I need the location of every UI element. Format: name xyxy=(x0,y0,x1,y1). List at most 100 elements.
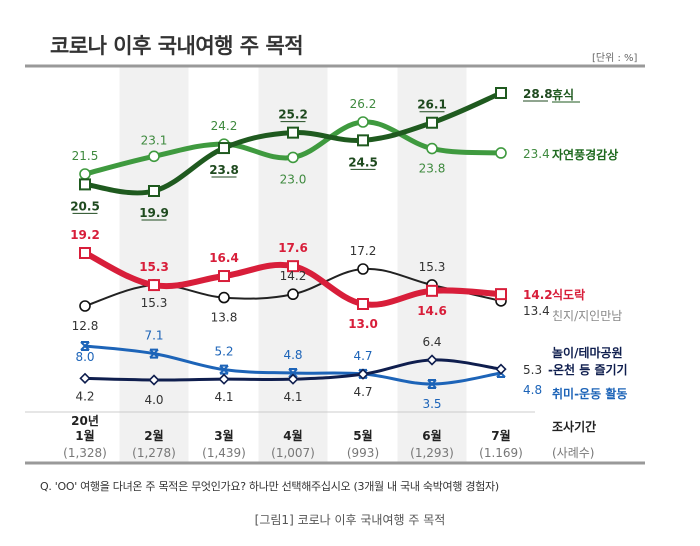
legend-item-friends: 친지/지인만남 xyxy=(552,309,622,323)
x-tick-label: 3월 xyxy=(214,428,233,443)
legend-item-nature: 자연풍경감상 xyxy=(552,147,618,162)
marker-nature xyxy=(287,151,299,164)
marker-hobby xyxy=(149,348,159,359)
x-tick-sample-size: (1,328) xyxy=(63,446,107,460)
marker-food xyxy=(79,247,91,259)
value-label-hobby: 8.0 xyxy=(75,350,94,364)
marker-nature xyxy=(79,168,91,180)
x-tick-label: 4월 xyxy=(283,428,302,443)
marker-friends xyxy=(287,288,299,301)
marker-food xyxy=(357,298,369,310)
marker-hobby xyxy=(288,368,298,379)
figure-caption: [그림1] 코로나 이후 국내여행 주 목적 xyxy=(254,513,446,527)
value-label-themepark: 5.3 xyxy=(523,363,542,377)
x-tick-label: 7월 xyxy=(491,428,510,443)
value-label-hobby: 5.2 xyxy=(214,345,233,359)
marker-hobby xyxy=(427,379,437,389)
marker-rest xyxy=(218,142,230,155)
value-label-friends: 17.2 xyxy=(350,244,377,258)
x-tick-sample-size: (1,293) xyxy=(410,446,454,460)
marker-rest xyxy=(287,126,299,139)
value-label-nature: 23.4 xyxy=(523,147,550,161)
value-label-friends: 15.3 xyxy=(419,260,446,274)
value-label-themepark: 6.4 xyxy=(422,335,441,349)
marker-nature xyxy=(357,116,369,128)
marker-food xyxy=(426,284,438,297)
marker-food xyxy=(495,288,507,301)
value-label-nature: 24.2 xyxy=(211,119,238,133)
value-label-nature: 26.2 xyxy=(350,97,377,111)
legend-item-food: 식도락 xyxy=(552,287,585,302)
legend-item-rest: 휴식 xyxy=(552,87,574,102)
marker-food xyxy=(287,260,299,273)
x-tick-sample-size: (1.169) xyxy=(479,446,523,460)
x-axis-title: 조사기간 xyxy=(552,419,596,434)
value-label-themepark: 4.7 xyxy=(353,385,372,399)
x-tick-sample-size: (1,278) xyxy=(132,446,176,460)
value-label-rest: 23.8 xyxy=(209,163,239,177)
value-label-food: 15.3 xyxy=(139,260,169,274)
x-tick-sample-size: (1,439) xyxy=(202,446,246,460)
marker-themepark xyxy=(426,354,438,366)
value-label-hobby: 4.8 xyxy=(523,383,542,397)
value-label-rest: 19.9 xyxy=(139,206,169,220)
column-shade xyxy=(119,67,189,462)
x-tick-year: 20년 xyxy=(71,414,99,428)
value-label-themepark: 4.2 xyxy=(75,389,94,403)
series-markers xyxy=(79,87,507,389)
marker-themepark xyxy=(148,374,160,386)
x-tick-label: 2월 xyxy=(144,428,163,443)
legend-item-themepark: 놀이/테마공원 xyxy=(552,345,623,360)
sample-size-title: (사례수) xyxy=(552,446,594,460)
marker-themepark xyxy=(287,373,299,385)
marker-themepark xyxy=(495,363,507,375)
marker-themepark xyxy=(357,368,369,380)
marker-themepark xyxy=(218,373,230,385)
value-label-food: 13.0 xyxy=(348,317,378,331)
value-label-rest: 20.5 xyxy=(70,199,100,213)
value-label-hobby: 4.8 xyxy=(283,348,302,362)
value-label-food: 14.6 xyxy=(417,304,447,318)
marker-food xyxy=(218,270,230,283)
value-label-food: 17.6 xyxy=(278,241,308,255)
value-label-friends: 15.3 xyxy=(141,296,168,310)
chart-title: 코로나 이후 국내여행 주 목적 xyxy=(50,34,304,58)
marker-nature xyxy=(426,142,438,155)
value-label-food: 14.2 xyxy=(523,288,553,302)
value-label-friends: 12.8 xyxy=(72,319,99,333)
value-label-nature: 23.0 xyxy=(280,172,307,186)
value-label-themepark: 4.1 xyxy=(214,390,233,404)
value-label-rest: 25.2 xyxy=(278,108,308,122)
marker-nature xyxy=(148,150,160,163)
value-label-friends: 13.8 xyxy=(211,311,238,325)
value-label-friends: 13.4 xyxy=(523,304,550,318)
marker-hobby xyxy=(219,364,229,375)
value-labels: 8.0 7.1 5.2 4.8 4.7 3.5 4.8 4.2 4.0 4.1 4.1 4.7 6.4 5… xyxy=(70,87,552,411)
value-label-themepark: 4.0 xyxy=(144,393,163,407)
marker-hobby xyxy=(80,341,90,351)
x-tick-sample-size: (1,007) xyxy=(271,446,315,460)
value-label-nature: 23.1 xyxy=(141,133,168,147)
value-label-themepark: 4.1 xyxy=(283,390,302,404)
unit-label: [단위 : %] xyxy=(592,53,638,64)
legend-item-themepark: -온천 등 즐기기 xyxy=(548,362,628,377)
marker-rest xyxy=(495,87,507,99)
marker-nature xyxy=(495,147,507,159)
value-label-hobby: 7.1 xyxy=(144,329,163,343)
value-label-food: 19.2 xyxy=(70,228,100,242)
value-label-hobby: 4.7 xyxy=(353,349,372,363)
x-tick-label: 5월 xyxy=(353,428,372,443)
value-label-rest: 26.1 xyxy=(417,98,447,112)
x-tick-sample-size: (993) xyxy=(347,446,379,460)
marker-themepark xyxy=(79,372,91,384)
value-label-rest: 28.8 xyxy=(523,87,553,101)
marker-friends xyxy=(79,300,91,312)
x-tick-label: 6월 xyxy=(422,428,441,443)
legend-item-hobby: 취미-운동 활동 xyxy=(552,386,627,401)
marker-rest xyxy=(148,185,160,197)
value-label-friends: 14.2 xyxy=(280,269,307,283)
marker-friends xyxy=(218,291,230,304)
marker-rest xyxy=(79,178,91,191)
value-label-nature: 21.5 xyxy=(72,149,99,163)
